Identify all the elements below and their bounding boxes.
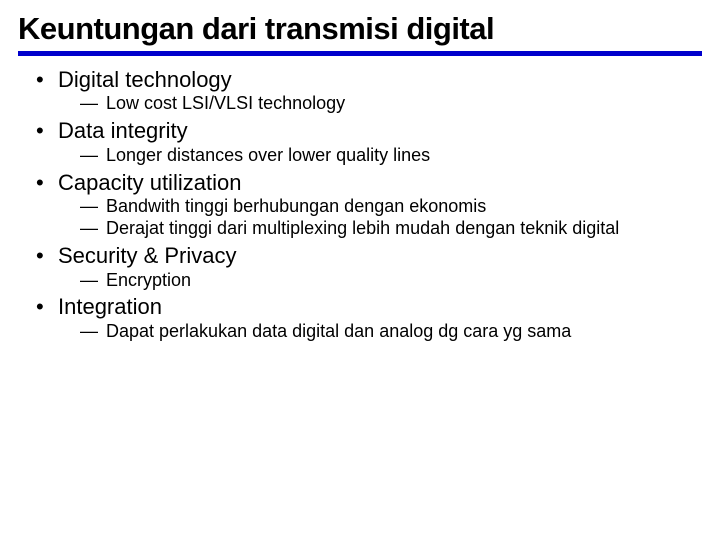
sub-list-item: Dapat perlakukan data digital dan analog… — [80, 321, 702, 343]
title-underline — [18, 51, 702, 56]
list-item: Capacity utilization Bandwith tinggi ber… — [36, 169, 702, 240]
bullet-list: Digital technology Low cost LSI/VLSI tec… — [18, 66, 702, 343]
list-item-label: Data integrity — [58, 118, 188, 143]
sub-list: Encryption — [58, 270, 702, 292]
slide-title: Keuntungan dari transmisi digital — [18, 12, 702, 47]
sub-list-item: Longer distances over lower quality line… — [80, 145, 702, 167]
sub-list: Bandwith tinggi berhubungan dengan ekono… — [58, 196, 702, 240]
list-item-label: Integration — [58, 294, 162, 319]
list-item: Security & Privacy Encryption — [36, 242, 702, 291]
sub-list-item: Encryption — [80, 270, 702, 292]
sub-list: Longer distances over lower quality line… — [58, 145, 702, 167]
list-item: Integration Dapat perlakukan data digita… — [36, 293, 702, 342]
list-item: Data integrity Longer distances over low… — [36, 117, 702, 166]
sub-list: Low cost LSI/VLSI technology — [58, 93, 702, 115]
sub-list-item: Bandwith tinggi berhubungan dengan ekono… — [80, 196, 702, 218]
sub-list-item: Low cost LSI/VLSI technology — [80, 93, 702, 115]
list-item-label: Security & Privacy — [58, 243, 237, 268]
sub-list: Dapat perlakukan data digital dan analog… — [58, 321, 702, 343]
list-item-label: Capacity utilization — [58, 170, 241, 195]
sub-list-item: Derajat tinggi dari multiplexing lebih m… — [80, 218, 702, 240]
list-item-label: Digital technology — [58, 67, 232, 92]
list-item: Digital technology Low cost LSI/VLSI tec… — [36, 66, 702, 115]
